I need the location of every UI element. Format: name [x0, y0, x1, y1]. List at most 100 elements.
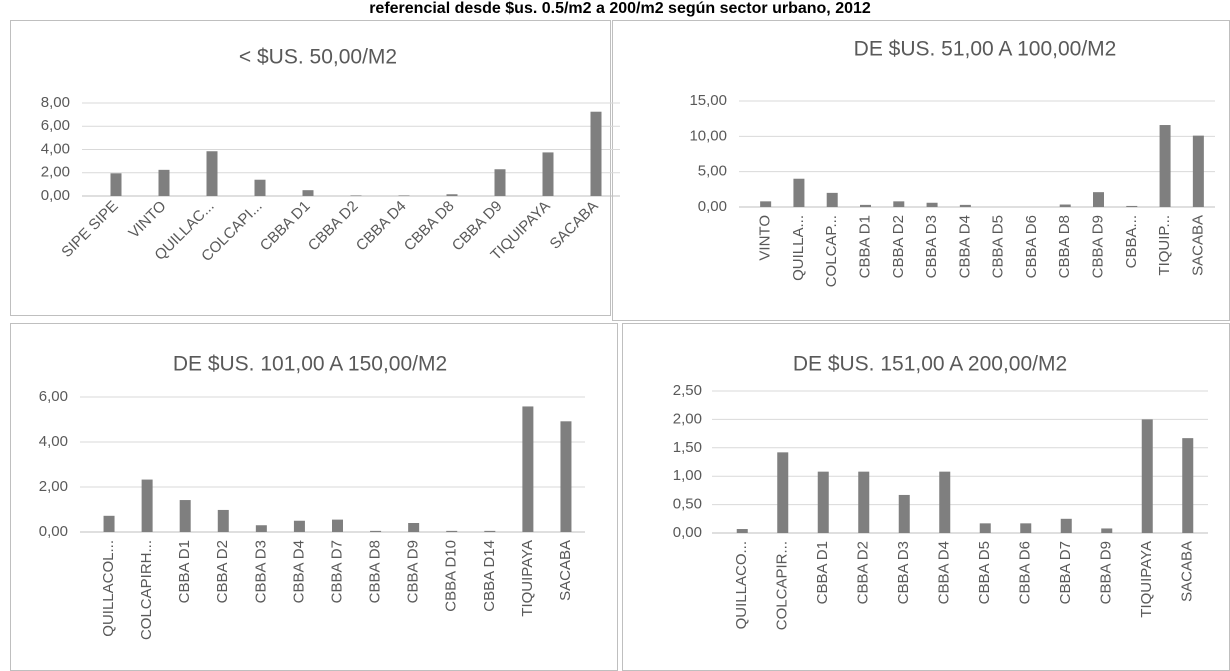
y-tick-label: 0,00 — [673, 524, 702, 541]
x-tick-label: CBBA D7 — [328, 540, 345, 603]
x-tick-label: CBBA D10 — [443, 540, 460, 612]
x-tick-label: CBBA D8 — [367, 540, 384, 603]
x-tick-label: CBBA D1 — [176, 540, 193, 603]
x-tick-label: CBBA D4 — [290, 540, 307, 603]
bar — [817, 471, 829, 533]
x-tick-label: CBBA D8 — [1056, 215, 1073, 278]
bar — [542, 152, 554, 196]
y-tick-label: 1,00 — [673, 467, 702, 484]
y-tick-label: 0,50 — [673, 496, 702, 513]
x-tick-label: CBBA D5 — [976, 541, 993, 604]
x-tick-label: SACABA — [557, 540, 574, 601]
bar — [760, 201, 772, 207]
x-tick-label: CBBA D2 — [305, 198, 362, 255]
y-tick-label: 15,00 — [689, 92, 727, 109]
x-tick-label: CBBA D2 — [855, 541, 872, 604]
x-tick-label: CBBA D9 — [405, 540, 422, 603]
bar — [1159, 125, 1171, 207]
x-tick-label: CBBA D3 — [252, 540, 269, 603]
y-tick-label: 1,50 — [673, 439, 702, 456]
x-tick-label: CBBA D1 — [257, 198, 314, 255]
bar — [522, 406, 534, 532]
bar — [103, 515, 115, 532]
x-tick-label: CBBA D5 — [990, 215, 1007, 278]
page-heading: referencial desde $us. 0.5/m2 a 200/m2 s… — [369, 0, 871, 17]
chart-title: < $US. 50,00/M2 — [239, 46, 397, 69]
y-tick-label: 5,00 — [698, 163, 727, 180]
bar — [939, 471, 951, 533]
x-tick-label: TIQUIP... — [1156, 215, 1173, 276]
x-tick-label: QUILLACOL... — [100, 540, 117, 637]
chart-title: DE $US. 151,00 A 200,00/M2 — [793, 353, 1067, 376]
y-tick-label: 10,00 — [689, 127, 727, 144]
x-tick-label: CBBA D3 — [923, 215, 940, 278]
y-tick-label: 2,50 — [673, 382, 702, 399]
bar — [1101, 528, 1113, 533]
bar — [1126, 205, 1138, 207]
y-tick-label: 2,00 — [673, 410, 702, 427]
bar — [1059, 204, 1071, 207]
chart-title: DE $US. 51,00 A 100,00/M2 — [854, 38, 1117, 61]
bar — [302, 190, 314, 196]
bar — [350, 195, 362, 196]
x-tick-label: CBBA D3 — [895, 541, 912, 604]
x-tick-label: CBBA D4 — [353, 198, 410, 255]
bar — [826, 192, 838, 207]
bar — [254, 179, 266, 196]
x-tick-label: SACABA — [1189, 215, 1206, 276]
x-tick-label: CBBA D7 — [1057, 541, 1074, 604]
bar — [446, 530, 458, 532]
x-tick-label: CBBA D2 — [214, 540, 231, 603]
x-tick-label: CBBA D1 — [814, 541, 831, 604]
bar — [408, 523, 420, 532]
bar — [158, 169, 170, 196]
x-tick-label: CBBA D2 — [890, 215, 907, 278]
y-tick-label: 4,00 — [41, 140, 70, 157]
bar — [590, 111, 602, 196]
bar — [1141, 419, 1153, 533]
bar — [446, 194, 458, 196]
bar — [860, 204, 871, 207]
x-tick-label: CBBA D4 — [936, 541, 953, 604]
x-tick-label: SIPE SIPE — [58, 198, 121, 261]
x-tick-label: SACABA — [1179, 541, 1196, 602]
bar — [893, 201, 905, 207]
y-tick-label: 6,00 — [39, 388, 68, 405]
x-tick-label: CBBA D9 — [1098, 541, 1115, 604]
bar — [898, 494, 910, 533]
bar — [484, 530, 496, 532]
x-tick-label: COLCAPIRH... — [138, 540, 155, 640]
bar — [217, 509, 229, 532]
bar — [179, 500, 191, 532]
x-tick-label: SACABA — [547, 198, 602, 253]
bar — [1093, 192, 1104, 207]
bar — [926, 202, 938, 207]
bar — [560, 421, 572, 532]
bar — [398, 195, 410, 196]
bar — [793, 178, 805, 207]
y-tick-label: 0,00 — [39, 523, 68, 540]
x-tick-label: VINTO — [125, 198, 169, 242]
y-tick-label: 0,00 — [41, 187, 70, 204]
y-tick-label: 2,00 — [39, 478, 68, 495]
bar — [255, 525, 267, 532]
x-tick-label: QUILLA... — [790, 215, 807, 281]
x-tick-label: CBBA D4 — [956, 215, 973, 278]
bar — [736, 529, 748, 533]
bar — [1192, 135, 1204, 207]
y-tick-label: 4,00 — [39, 433, 68, 450]
bar — [959, 204, 971, 207]
x-tick-label: CBBA D6 — [1023, 215, 1040, 278]
y-tick-label: 6,00 — [41, 117, 70, 134]
x-tick-label: TIQUIPAYA — [519, 540, 536, 617]
bar — [1182, 438, 1194, 533]
x-tick-label: CBBA D14 — [481, 540, 498, 612]
bar — [1020, 523, 1032, 533]
bar — [110, 173, 122, 196]
y-tick-label: 2,00 — [41, 164, 70, 181]
x-tick-label: CBBA D6 — [1017, 541, 1034, 604]
bar — [858, 471, 870, 533]
x-tick-label: VINTO — [757, 215, 774, 261]
bar — [1060, 518, 1072, 533]
y-tick-label: 0,00 — [698, 198, 727, 215]
